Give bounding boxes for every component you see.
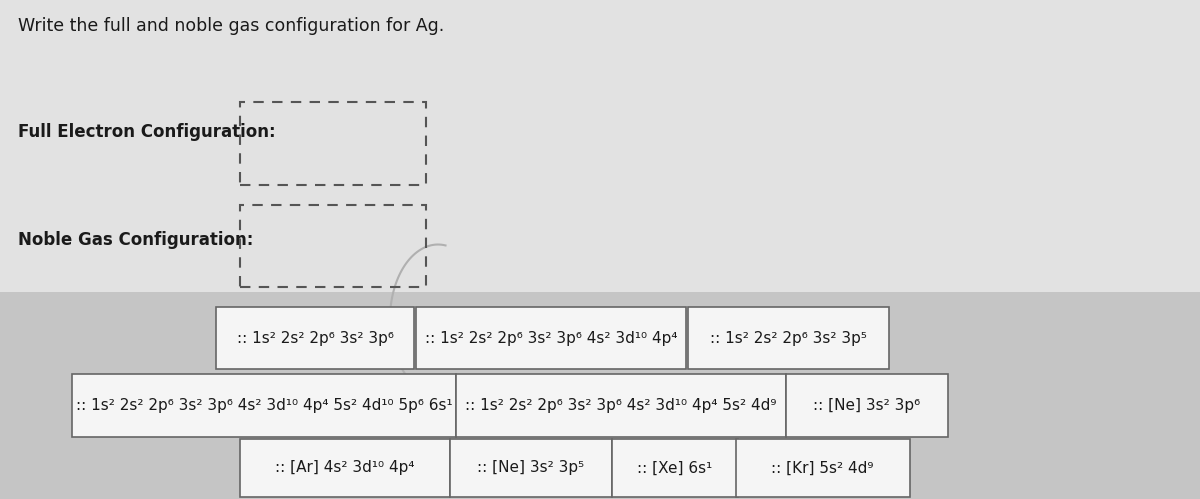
Bar xyxy=(0,292,1200,499)
FancyBboxPatch shape xyxy=(736,439,910,497)
Text: :: 1s² 2s² 2p⁶ 3s² 3p⁵: :: 1s² 2s² 2p⁶ 3s² 3p⁵ xyxy=(710,330,866,346)
FancyBboxPatch shape xyxy=(416,307,686,369)
FancyBboxPatch shape xyxy=(688,307,889,369)
FancyBboxPatch shape xyxy=(240,439,450,497)
Text: :: 1s² 2s² 2p⁶ 3s² 3p⁶ 4s² 3d¹⁰ 4p⁴: :: 1s² 2s² 2p⁶ 3s² 3p⁶ 4s² 3d¹⁰ 4p⁴ xyxy=(425,330,678,346)
Text: :: [Ne] 3s² 3p⁵: :: [Ne] 3s² 3p⁵ xyxy=(478,460,584,476)
FancyBboxPatch shape xyxy=(216,307,414,369)
Text: :: 1s² 2s² 2p⁶ 3s² 3p⁶ 4s² 3d¹⁰ 4p⁴ 5s² 4d¹⁰ 5p⁶ 6s¹: :: 1s² 2s² 2p⁶ 3s² 3p⁶ 4s² 3d¹⁰ 4p⁴ 5s² … xyxy=(76,398,452,413)
Text: :: [Ne] 3s² 3p⁶: :: [Ne] 3s² 3p⁶ xyxy=(814,398,920,413)
Text: :: [Xe] 6s¹: :: [Xe] 6s¹ xyxy=(637,460,713,476)
FancyBboxPatch shape xyxy=(72,374,456,437)
FancyBboxPatch shape xyxy=(450,439,612,497)
Text: :: [Kr] 5s² 4d⁹: :: [Kr] 5s² 4d⁹ xyxy=(772,460,874,476)
FancyBboxPatch shape xyxy=(786,374,948,437)
Text: :: [Ar] 4s² 3d¹⁰ 4p⁴: :: [Ar] 4s² 3d¹⁰ 4p⁴ xyxy=(275,460,415,476)
Text: Full Electron Configuration:: Full Electron Configuration: xyxy=(18,123,276,141)
Text: :: 1s² 2s² 2p⁶ 3s² 3p⁶ 4s² 3d¹⁰ 4p⁴ 5s² 4d⁹: :: 1s² 2s² 2p⁶ 3s² 3p⁶ 4s² 3d¹⁰ 4p⁴ 5s² … xyxy=(466,398,776,413)
FancyBboxPatch shape xyxy=(456,374,786,437)
Text: Write the full and noble gas configuration for Ag.: Write the full and noble gas configurati… xyxy=(18,17,444,35)
Text: Noble Gas Configuration:: Noble Gas Configuration: xyxy=(18,231,253,249)
FancyBboxPatch shape xyxy=(612,439,738,497)
Bar xyxy=(0,0,1200,292)
Text: :: 1s² 2s² 2p⁶ 3s² 3p⁶: :: 1s² 2s² 2p⁶ 3s² 3p⁶ xyxy=(236,330,394,346)
